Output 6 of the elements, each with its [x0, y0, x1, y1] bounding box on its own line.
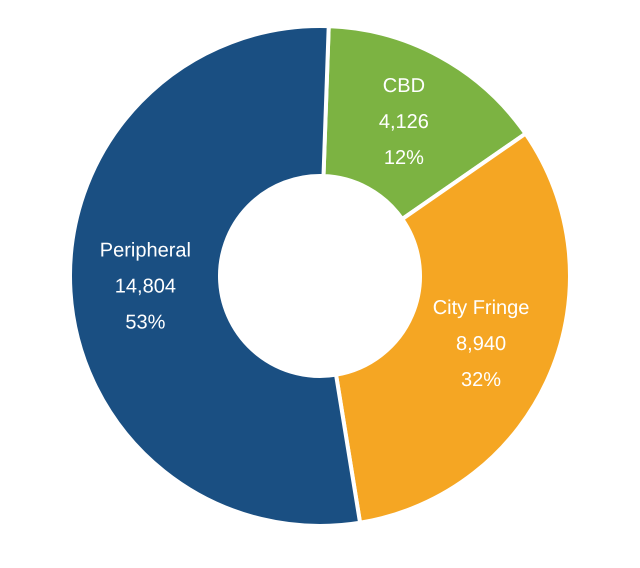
slice-label: Peripheral [100, 240, 191, 262]
slice-label: City Fringe [432, 296, 530, 319]
data-label: 14,804 53% [114, 276, 176, 334]
slice-label: CBD [382, 74, 426, 97]
data-label: 8,940 32% [456, 332, 506, 391]
data-label: 4,126 12% [378, 110, 429, 169]
